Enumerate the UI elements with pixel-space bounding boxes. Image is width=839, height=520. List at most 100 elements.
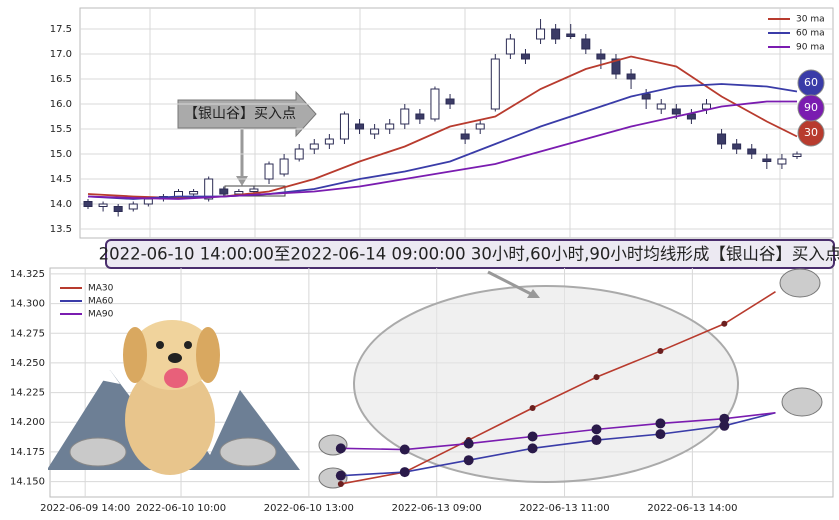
dog-ear [123,327,147,383]
x-tick-label: 2022-06-13 14:00 [647,503,737,514]
candle-body [370,128,380,135]
candle-body [324,138,334,145]
candle-body [777,158,787,165]
y-tick-label: 17.5 [50,24,72,35]
ma-line [340,291,776,485]
y-tick-label: 14.200 [10,417,45,428]
point [593,374,600,381]
point [337,480,344,487]
candle-body [792,153,802,157]
candle-body [701,103,711,110]
candle-body [686,113,696,120]
y-tick-label: 15.5 [50,124,72,135]
candle-body [355,123,365,130]
ma-line [87,100,797,200]
ma-line [340,411,776,451]
candle-body [189,191,199,195]
y-tick-label: 14.325 [10,269,45,280]
point [591,435,602,446]
arrow-head [527,289,540,298]
dog-tongue [164,368,188,388]
x-tick-label: 2022-06-10 10:00 [136,503,226,514]
decoration [48,268,823,489]
x-tick-label: 2022-06-13 11:00 [519,503,609,514]
point [719,413,730,424]
candle-body [279,158,289,175]
point [527,431,538,442]
candle-body [596,53,606,60]
candle-body [83,201,93,207]
point [655,418,666,429]
ingot [69,437,127,467]
legend-label: 90 ma [796,43,825,53]
legend-label: 30 ma [796,15,825,25]
ingot [781,387,823,417]
candle-body [626,73,636,80]
y-tick-label: 14.300 [10,299,45,310]
x-tick-label: 2022-06-09 14:00 [40,503,130,514]
candle-body [536,28,546,40]
y-tick-label: 15.0 [50,149,72,160]
y-tick-label: 14.225 [10,388,45,399]
end-label: 90 [804,101,818,114]
ma-line [340,411,776,477]
candle-body [128,203,138,210]
end-label: 30 [804,126,818,139]
candle-body [656,103,666,110]
candle-body [641,93,651,100]
candle-body [460,133,470,140]
candle-body [611,58,621,75]
candle-body [249,188,259,192]
dog-eye [156,341,164,349]
candle-body [264,163,274,180]
candle-body [475,123,485,130]
candle-body [294,148,304,160]
y-tick-label: 14.275 [10,328,45,339]
y-tick-label: 16.5 [50,74,72,85]
point [463,438,474,449]
candle-body [445,98,455,105]
point [527,443,538,454]
point [399,444,410,455]
candle-body [551,28,561,40]
arrow [487,270,536,298]
annotation-arrow [177,90,317,138]
snow [100,370,120,384]
point [591,424,602,435]
candle-body [490,58,500,110]
candle-body [98,203,108,207]
y-tick-label: 14.5 [50,174,72,185]
legend-label: MA90 [88,310,114,320]
candle-body [339,113,349,140]
point [463,455,474,466]
point [655,429,666,440]
candle-body [400,108,410,125]
candle-body [762,158,772,162]
banner [105,239,835,269]
end-label: 60 [804,76,818,89]
dog-body [125,365,215,475]
candle-body [581,38,591,50]
point [335,470,346,481]
x-tick-label: 2022-06-10 13:00 [264,503,354,514]
dog-nose [168,353,182,363]
legend-label: MA30 [88,284,114,294]
y-tick-label: 13.5 [50,224,72,235]
point [719,420,730,431]
candle-body [747,148,757,155]
bottom-title: 2022-06-10 14:00:00至2022-06-14 09:00:00 … [99,245,839,264]
point [335,443,346,454]
candle-body [113,206,123,212]
y-tick-label: 14.0 [50,199,72,210]
candle-body [671,108,681,115]
candle-body [219,188,229,195]
point [657,348,664,355]
legend-label: MA60 [88,297,114,307]
ingot [779,268,821,298]
candle-body [717,133,727,145]
dog-ear [196,327,220,383]
candle-body [505,38,515,55]
point [529,405,536,412]
candle-body [520,53,530,60]
